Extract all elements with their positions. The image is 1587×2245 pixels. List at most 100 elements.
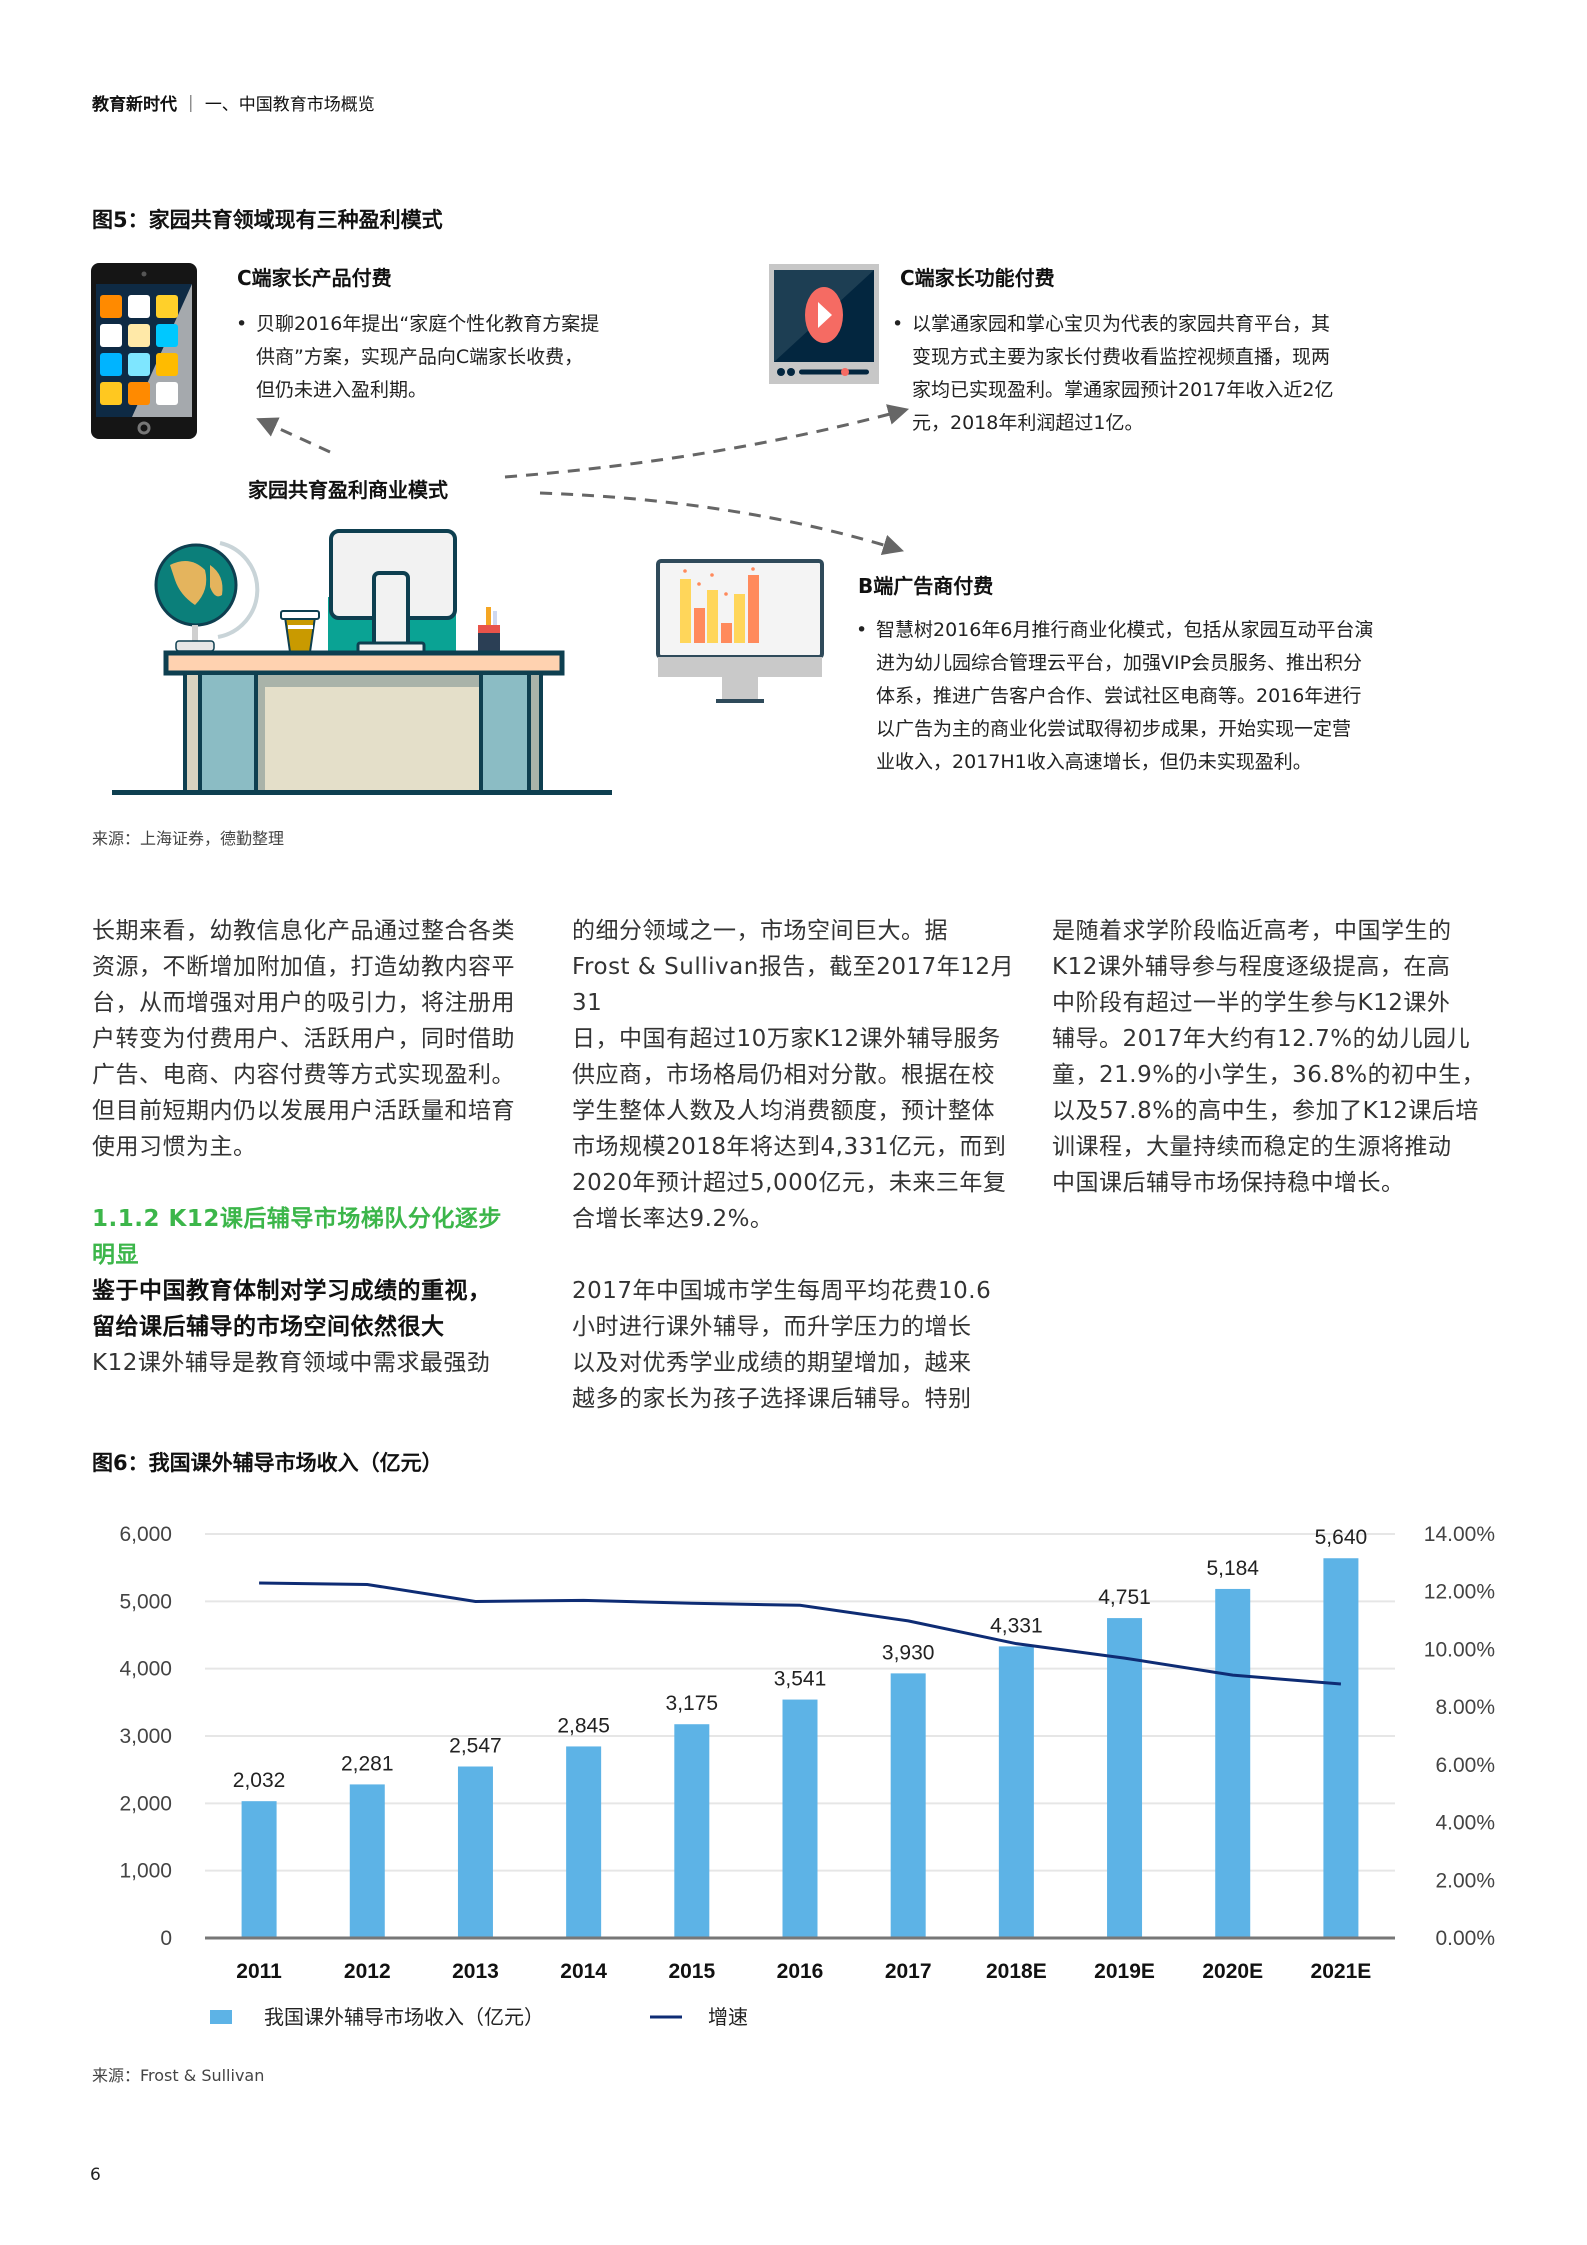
revenue-growth-chart: 0 1,000 2,000 3,000 4,000 5,000 6,000 0.00% 2.0… — [119, 1523, 1495, 2029]
y2-tick-label: 2.00% — [1435, 1869, 1495, 1892]
text-line: 以掌通家园和掌心宝贝为代表的家园共育平台，其 — [912, 313, 1331, 335]
x-tick-label: 2019E — [1094, 1960, 1155, 1983]
tablet-apps-icon — [91, 263, 197, 439]
bar-value-label: 4,331 — [990, 1614, 1043, 1637]
text-line: 以及57.8%的高中生，参加了K12课后培 — [1052, 1098, 1479, 1124]
x-tick-label: 2018E — [986, 1960, 1047, 1983]
text-line: 但仍未进入盈利期。 — [256, 379, 428, 401]
text-line: 台，从而增强对用户的吸引力，将注册用 — [92, 990, 515, 1016]
text-line: 户转变为付费用户、活跃用户，同时借助 — [92, 1026, 515, 1052]
text-line: 市场规模2018年将达到4,331亿元，而到 — [572, 1134, 1007, 1160]
text-line: 以及对优秀学业成绩的期望增加，越来 — [572, 1350, 972, 1376]
header-title: 教育新时代 — [92, 95, 177, 115]
y-tick-label: 1,000 — [119, 1860, 172, 1883]
text-line: K12课外辅导参与程度逐级提高，在高 — [1052, 954, 1451, 980]
bar-value-label: 3,541 — [774, 1668, 827, 1691]
page-number: 6 — [90, 2165, 101, 2185]
y2-tick-label: 8.00% — [1435, 1696, 1495, 1719]
bar — [782, 1699, 818, 1938]
monitor-bar-chart-icon — [656, 559, 824, 703]
text-line: 以广告为主的商业化尝试取得初步成果，开始实现一定营 — [876, 718, 1352, 740]
text-line: K12课外辅导是教育领域中需求最强劲 — [92, 1350, 491, 1376]
y-tick-label: 5,000 — [119, 1590, 172, 1613]
x-tick-label: 2013 — [452, 1960, 499, 1983]
bar-value-label: 5,640 — [1315, 1526, 1368, 1549]
body-column-2: 的细分领域之一，市场空间巨大。据 Frost & Sullivan报告，截至20… — [572, 913, 1032, 1417]
bar — [1323, 1558, 1359, 1938]
y2-tick-label: 4.00% — [1435, 1812, 1495, 1835]
text-line: 辅导。2017年大约有12.7%的幼儿园儿 — [1052, 1026, 1471, 1052]
video-player-icon — [769, 264, 879, 384]
section-subheading: 鉴于中国教育体制对学习成绩的重视， 留给课后辅导的市场空间依然很大 — [92, 1273, 552, 1345]
bar — [241, 1801, 277, 1938]
y2-tick-label: 6.00% — [1435, 1754, 1495, 1777]
mode1-title: C端家长产品付费 — [237, 266, 392, 290]
y-tick-label: 3,000 — [119, 1725, 172, 1748]
chart-legend: 我国课外辅导市场收入（亿元） 增速 — [210, 2006, 748, 2029]
flow-arrows — [256, 404, 910, 556]
text-line: 小时进行课外辅导，而升学压力的增长 — [572, 1314, 972, 1340]
body-column-3: 是随着求学阶段临近高考，中国学生的 K12课外辅导参与程度逐级提高，在高 中阶段… — [1052, 913, 1522, 1201]
mode2-title: C端家长功能付费 — [900, 266, 1055, 290]
bar-value-label: 4,751 — [1098, 1586, 1151, 1609]
x-tick-label: 2015 — [668, 1960, 715, 1983]
text-line: 童，21.9%的小学生，36.8%的初中生， — [1052, 1062, 1486, 1088]
x-tick-label: 2021E — [1311, 1960, 1372, 1983]
bar — [890, 1673, 926, 1938]
section-heading: 1.1.2 K12课后辅导市场梯队分化逐步 明显 — [92, 1201, 552, 1273]
bar — [1107, 1618, 1143, 1938]
text-line: 的细分领域之一，市场空间巨大。据 — [572, 918, 948, 944]
text-line: Frost & Sullivan报告，截至2017年12月31 — [572, 954, 1015, 1016]
figure6-source: 来源：Frost & Sullivan — [92, 2066, 265, 2085]
y2-tick-label: 10.00% — [1424, 1638, 1495, 1661]
figure5-source: 来源：上海证券，德勤整理 — [92, 829, 285, 848]
bar — [674, 1724, 710, 1938]
y-tick-label: 0 — [160, 1927, 172, 1950]
text-line: 日，中国有超过10万家K12课外辅导服务 — [572, 1026, 1001, 1052]
text-line: 越多的家长为孩子选择课后辅导。特别 — [572, 1386, 972, 1412]
bar — [566, 1746, 602, 1938]
text-line: 资源，不断增加附加值，打造幼教内容平 — [92, 954, 515, 980]
y2-tick-label: 0.00% — [1435, 1927, 1495, 1950]
text-line: 体系，推进广告客户合作、尝试社区电商等。2016年进行 — [876, 685, 1362, 707]
text-line: 智慧树2016年6月推行商业化模式，包括从家园互动平台演 — [876, 619, 1374, 641]
heading-line: 明显 — [92, 1242, 139, 1268]
text-line: 业收入，2017H1收入高速增长，但仍未实现盈利。 — [876, 751, 1312, 773]
text-line: 是随着求学阶段临近高考，中国学生的 — [1052, 918, 1452, 944]
header-separator: ｜ — [182, 95, 200, 115]
mode3-title: B端广告商付费 — [858, 574, 994, 598]
bar-value-label: 3,930 — [882, 1641, 935, 1664]
bar — [349, 1784, 385, 1938]
body-column-1: 长期来看，幼教信息化产品通过整合各类 资源，不断增加附加值，打造幼教内容平 台，… — [92, 913, 552, 1381]
mode2-text: • 以掌通家园和掌心宝贝为代表的家园共育平台，其 变现方式主要为家长付费收看监控… — [892, 308, 1512, 440]
mode3-text: • 智慧树2016年6月推行商业化模式，包括从家园互动平台演 进为幼儿园综合管理… — [856, 614, 1516, 779]
y-tick-label: 2,000 — [119, 1792, 172, 1815]
legend-bar-label: 我国课外辅导市场收入（亿元） — [264, 2006, 544, 2029]
text-line: 2017年中国城市学生每周平均花费10.6 — [572, 1278, 992, 1304]
center-label: 家园共育盈利商业模式 — [248, 478, 448, 502]
figure6-title: 图6：我国课外辅导市场收入（亿元） — [92, 1451, 443, 1475]
bullet-dot: • — [236, 313, 248, 335]
x-tick-label: 2011 — [236, 1960, 282, 1983]
heading-line: 1.1.2 K12课后辅导市场梯队分化逐步 — [92, 1206, 502, 1232]
growth-rate-line — [259, 1581, 1342, 1686]
text-line: 家均已实现盈利。掌通家园预计2017年收入近2亿 — [912, 379, 1334, 401]
text-line: 供商”方案，实现产品向C端家长收费， — [256, 346, 584, 368]
text-line: 合增长率达9.2%。 — [572, 1206, 774, 1232]
text-line: 供应商，市场格局仍相对分散。根据在校 — [572, 1062, 995, 1088]
text-line: 长期来看，幼教信息化产品通过整合各类 — [92, 918, 515, 944]
y-tick-label: 4,000 — [119, 1658, 172, 1681]
text-line: 中阶段有超过一半的学生参与K12课外 — [1052, 990, 1451, 1016]
legend-bar-swatch — [210, 2010, 232, 2024]
subheading-line: 鉴于中国教育体制对学习成绩的重视， — [92, 1278, 492, 1304]
bar — [457, 1766, 493, 1938]
bullet-dot: • — [856, 619, 868, 641]
bar — [998, 1646, 1034, 1938]
mode1-text: • 贝聊2016年提出“家庭个性化教育方案提 供商”方案，实现产品向C端家长收费… — [236, 308, 716, 407]
text-line: 学生整体人数及人均消费额度，预计整体 — [572, 1098, 995, 1124]
bar-value-label: 2,281 — [341, 1752, 394, 1775]
running-header: 教育新时代 ｜ 一、中国教育市场概览 — [92, 90, 375, 115]
text-line: 变现方式主要为家长付费收看监控视频直播，现两 — [912, 346, 1331, 368]
text-line: 中国课后辅导市场保持稳中增长。 — [1052, 1170, 1405, 1196]
figure5-title: 图5：家园共育领域现有三种盈利模式 — [92, 208, 443, 232]
